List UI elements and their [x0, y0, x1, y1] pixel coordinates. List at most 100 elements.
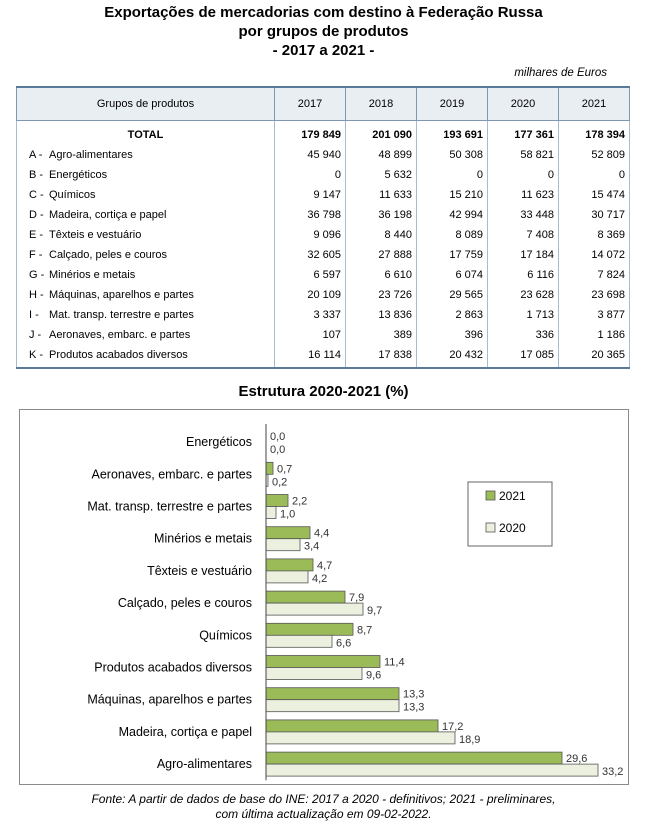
bar-2020	[265, 570, 309, 584]
bar-2021	[265, 461, 274, 475]
table-row: H - Máquinas, aparelhos e partes 20 109 23 …	[16, 285, 630, 305]
row-value: 8 440	[345, 225, 417, 245]
bar-chart: Energéticos 0,00,0 Aeronaves, embarc. e pa…	[87, 424, 623, 781]
bar-2020	[265, 731, 456, 745]
source-note: Fonte: A partir de dados de base do INE:…	[0, 792, 647, 822]
data-label-2020: 9,6	[366, 670, 381, 682]
data-label-2020: 9,7	[367, 605, 382, 617]
table-row: J - Aeronaves, embarc. e partes 107 389 396 3…	[16, 325, 630, 345]
bar-2020	[265, 538, 301, 552]
data-label-2021: 29,6	[566, 753, 587, 765]
row-value: 11 633	[345, 185, 417, 205]
row-value: 20 109	[274, 285, 346, 305]
row-name: Minérios e metais	[49, 269, 136, 281]
row-label: I - Mat. transp. terrestre e partes	[16, 305, 275, 325]
row-value: 1 186	[558, 325, 630, 345]
source-line-1: Fonte: A partir de dados de base do INE:…	[91, 792, 556, 806]
chart-frame: Energéticos 0,0 0,0 Aeronaves, embarc. e pa…	[19, 409, 629, 785]
title-line-3: - 2017 a 2021 -	[272, 42, 375, 59]
category-label: Produtos acabados diversos	[94, 661, 252, 675]
row-label: E - Têxteis e vestuário	[16, 225, 275, 245]
row-value: 7 408	[487, 225, 559, 245]
row-code: D -	[29, 209, 44, 221]
data-label-2020: 0,2	[272, 476, 287, 488]
row-label: F - Calçado, peles e couros	[16, 245, 275, 265]
row-value: 14 072	[558, 245, 630, 265]
row-name: Energéticos	[49, 169, 108, 181]
row-label: C - Químicos	[16, 185, 275, 205]
row-code: B -	[29, 169, 44, 181]
row-value: 7 824	[558, 265, 630, 285]
row-label: J - Aeronaves, embarc. e partes	[16, 325, 275, 345]
row-value: 16 114	[274, 345, 346, 369]
row-value: 0	[416, 165, 488, 185]
row-value: 6 610	[345, 265, 417, 285]
bar-2021	[265, 687, 400, 701]
table-row: B - Energéticos 0 5 632 0 0 0	[16, 165, 630, 185]
data-label-2020: 4,2	[312, 573, 327, 585]
bar-2021	[265, 655, 381, 668]
data-label-2020: 1,0	[280, 509, 295, 521]
table-row: I - Mat. transp. terrestre e partes 3 337 1…	[16, 305, 630, 325]
table-row: K - Produtos acabados diversos 16 114 17 83…	[16, 345, 630, 369]
bar-2020	[265, 763, 599, 777]
row-value: 52 809	[558, 145, 630, 165]
row-name: Químicos	[49, 189, 96, 201]
row-label: A - Agro-alimentares	[16, 145, 275, 165]
data-label-2021: 7,9	[349, 592, 364, 604]
total-2020: 177 361	[487, 120, 559, 145]
header-2020: 2020	[487, 86, 559, 121]
category-label: Mat. transp. terrestre e partes	[87, 500, 252, 514]
row-code: J -	[29, 329, 42, 341]
row-value: 58 821	[487, 145, 559, 165]
row-value: 32 605	[274, 245, 346, 265]
table-header-row: Grupos de produtos 2017 2018 2019 2020 2…	[16, 86, 630, 121]
row-name: Produtos acabados diversos	[49, 349, 188, 361]
data-label-2020: 3,4	[304, 541, 319, 553]
data-label-2021: 11,4	[384, 657, 405, 669]
header-2017: 2017	[274, 86, 346, 121]
row-value: 389	[345, 325, 417, 345]
row-code: A -	[29, 149, 43, 161]
row-value: 30 717	[558, 205, 630, 225]
bar-2021	[265, 558, 314, 572]
data-label-2021: 4,7	[317, 560, 332, 572]
row-value: 15 474	[558, 185, 630, 205]
data-label-2020: 6,6	[336, 637, 351, 649]
legend-label-2021: 2021	[499, 489, 526, 503]
row-value: 396	[416, 325, 488, 345]
bar-2021	[265, 526, 311, 540]
row-code: H -	[29, 289, 44, 301]
row-value: 23 628	[487, 285, 559, 305]
row-name: Têxteis e vestuário	[49, 229, 142, 241]
legend-swatch-2021	[485, 490, 496, 501]
row-value: 36 798	[274, 205, 346, 225]
bar-2020	[265, 667, 363, 680]
row-name: Aeronaves, embarc. e partes	[49, 329, 191, 341]
bar-2021	[265, 751, 563, 765]
title-line-1: Exportações de mercadorias com destino à…	[104, 4, 543, 21]
data-label-2021: 13,3	[403, 689, 424, 701]
category-label: Máquinas, aparelhos e partes	[87, 693, 252, 707]
row-name: Calçado, peles e couros	[49, 249, 168, 261]
row-code: E -	[29, 229, 44, 241]
header-2021: 2021	[558, 86, 630, 121]
row-label: B - Energéticos	[16, 165, 275, 185]
table-row: C - Químicos 9 147 11 633 15 210 11 623 15 474	[16, 185, 630, 205]
row-label: G - Minérios e metais	[16, 265, 275, 285]
data-label-2021: 4,4	[314, 528, 329, 540]
row-value: 9 096	[274, 225, 346, 245]
row-value: 48 899	[345, 145, 417, 165]
row-value: 6 116	[487, 265, 559, 285]
category-label: Minérios e metais	[154, 532, 252, 546]
header-2019: 2019	[416, 86, 488, 121]
data-label-2021: 17,2	[442, 721, 463, 733]
chart-subtitle: Estrutura 2020-2021 (%)	[238, 383, 409, 400]
data-label-2020: 13,3	[403, 702, 424, 714]
row-value: 6 597	[274, 265, 346, 285]
row-code: F -	[29, 249, 43, 261]
row-value: 1 713	[487, 305, 559, 325]
source-line-2: com última actualização em 09-02-2022.	[215, 807, 432, 821]
total-2018: 201 090	[345, 120, 417, 145]
row-value: 107	[274, 325, 346, 345]
